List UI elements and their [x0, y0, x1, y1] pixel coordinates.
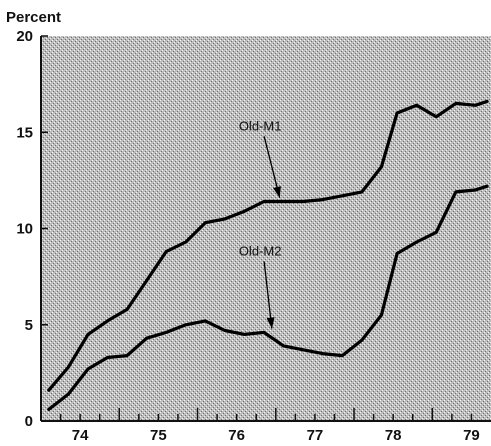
x-tick-label: 77: [307, 427, 324, 444]
y-tick-label: 15: [16, 124, 33, 141]
series-label-old-m1: Old-M1: [239, 118, 282, 133]
x-tick-label: 74: [72, 427, 89, 444]
annotation-arrowhead: [266, 317, 275, 329]
x-tick-label: 75: [150, 427, 167, 444]
x-tick-label: 78: [385, 427, 402, 444]
y-tick-label: 5: [25, 317, 33, 334]
series-line-old-m2: [47, 184, 489, 411]
series-label-old-m2: Old-M2: [239, 243, 282, 258]
y-tick-label: 20: [16, 28, 33, 45]
y-tick-label: 0: [25, 413, 33, 430]
y-tick-label: 10: [16, 221, 33, 238]
x-tick-label: 76: [228, 427, 245, 444]
annotation-arrowhead: [273, 186, 281, 198]
annotation-arrow-line: [263, 261, 273, 329]
series-layer: [47, 99, 489, 411]
plot-background: [41, 36, 491, 421]
y-axis: 0 5 10 15 20: [16, 28, 48, 430]
y-axis-label: Percent: [6, 9, 61, 26]
x-axis: 74 75 76 77 78 79: [59, 408, 480, 444]
x-tick-label: 79: [463, 427, 480, 444]
annotation-layer: Old-M1 Old-M2: [239, 118, 282, 329]
series-line-old-m1: [47, 99, 489, 392]
